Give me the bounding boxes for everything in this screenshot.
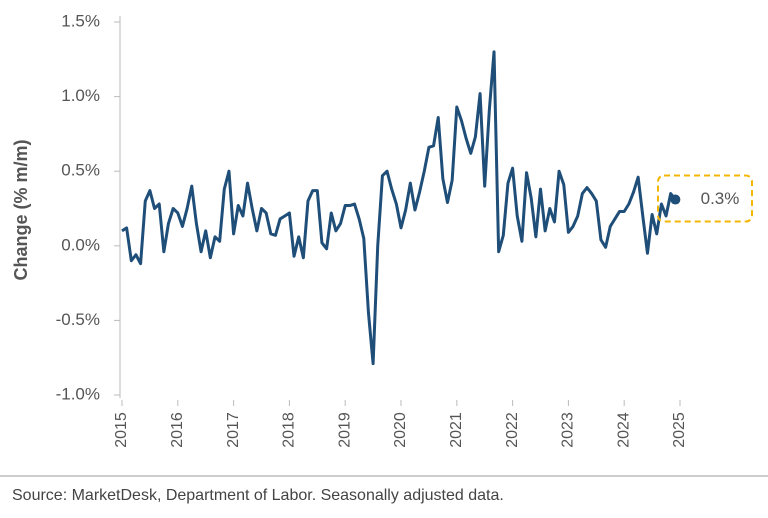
x-tick-label: 2024	[615, 412, 632, 448]
source: Source: MarketDesk, Department of Labor.…	[12, 487, 504, 504]
y-tick-label: 1.5%	[61, 11, 100, 30]
y-tick-label: -1.0%	[56, 384, 100, 403]
x-tick-label: 2018	[281, 412, 298, 448]
y-tick-label: -0.5%	[56, 310, 100, 329]
x-tick-label: 2017	[225, 412, 242, 448]
x-tick-label: 2021	[448, 412, 465, 448]
x-tick-label: 2016	[169, 412, 186, 448]
x-tick-label: 2022	[504, 412, 521, 448]
x-tick-label: 2015	[113, 412, 130, 448]
last-point	[670, 194, 681, 205]
y-tick-label: 0.5%	[61, 161, 100, 180]
x-tick-label: 2020	[392, 412, 409, 448]
y-axis-label: Change (% m/m)	[11, 139, 31, 280]
y-tick-label: 1.0%	[61, 86, 100, 105]
annotation-box	[657, 174, 753, 223]
line	[121, 50, 677, 366]
y-tick-label: 0.0%	[61, 235, 100, 254]
annotation: 0.3%	[701, 189, 740, 208]
x-tick-label: 2019	[336, 412, 353, 448]
x-tick-label: 2023	[560, 412, 577, 448]
x-tick-label: 2025	[671, 412, 688, 448]
